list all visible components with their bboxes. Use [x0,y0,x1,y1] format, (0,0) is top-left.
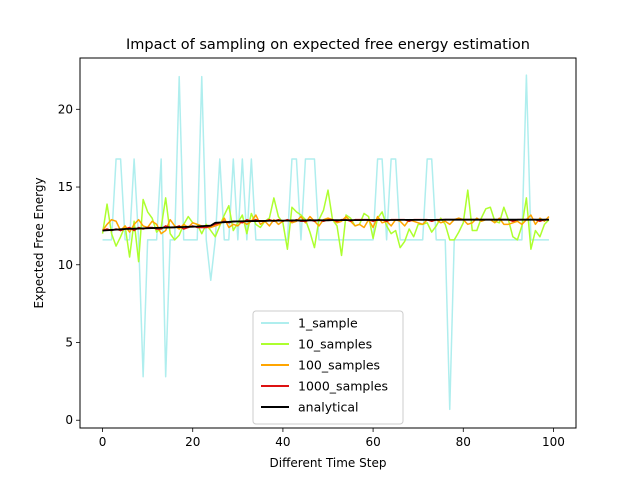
x-tick-label: 0 [99,435,107,449]
legend-label: 100_samples [298,358,380,373]
x-tick-label: 100 [542,435,565,449]
x-axis-label: Different Time Step [270,456,387,470]
legend-label: 1_sample [298,316,358,331]
series-layer [101,74,550,411]
series-line-1-sample [102,74,549,411]
series-line-10-samples [101,189,550,263]
legend-label: analytical [298,400,359,415]
x-tick-label: 40 [275,435,290,449]
y-axis: 0 5 10 15 20 [58,102,80,427]
y-axis-label: Expected Free Energy [32,177,46,308]
legend: 1_sample 10_samples 100_samples 1000_sample… [252,310,404,425]
x-axis: 0 20 40 60 80 100 [99,428,565,449]
chart-title: Impact of sampling on expected free ener… [126,37,530,53]
x-tick-label: 60 [365,435,380,449]
legend-box [252,310,404,425]
series-line-analytical [102,218,549,232]
plot-frame [79,57,577,429]
x-tick-label: 80 [456,435,471,449]
y-tick-label: 5 [65,335,73,349]
x-tick-label: 20 [185,435,200,449]
legend-label: 10_samples [298,337,372,352]
y-tick-label: 20 [58,102,73,116]
y-tick-label: 15 [58,180,73,194]
legend-label: 1000_samples [298,379,388,394]
y-tick-label: 0 [65,413,73,427]
y-tick-label: 10 [58,258,73,272]
